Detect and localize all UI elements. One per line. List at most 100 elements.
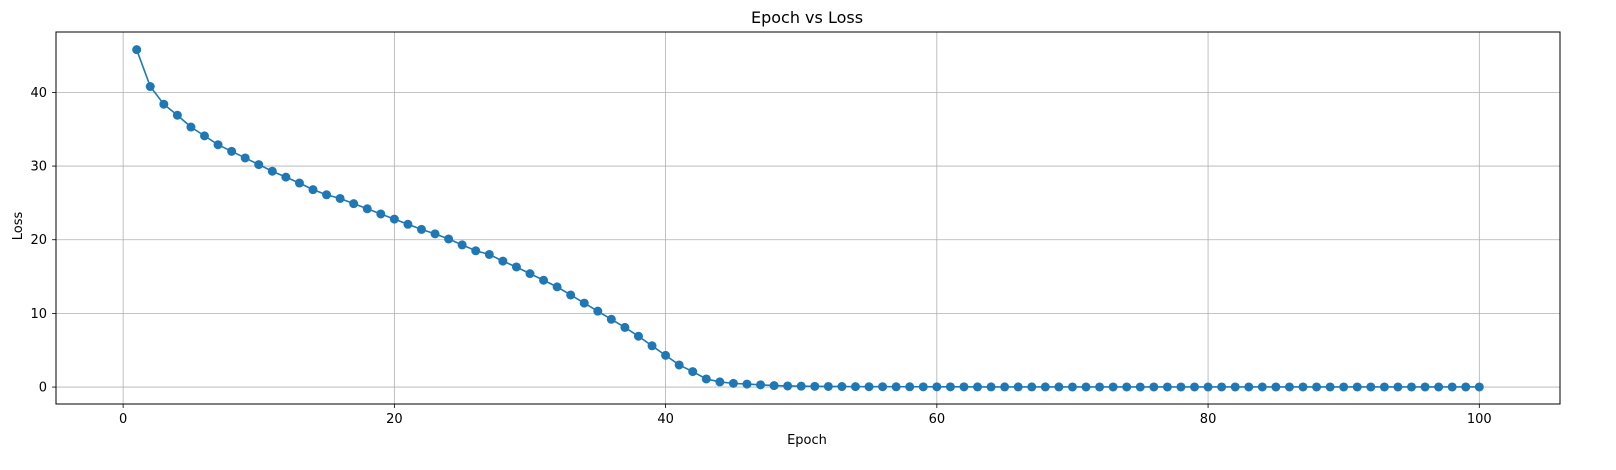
data-point [389, 214, 399, 224]
x-tick-label: 40 [657, 412, 674, 427]
data-point [240, 153, 250, 163]
y-tick-label: 40 [30, 86, 47, 101]
data-point [1298, 382, 1308, 392]
grid-lines [56, 32, 1560, 404]
data-point [322, 190, 332, 200]
plot-frame [55, 31, 1561, 405]
data-point [823, 381, 833, 391]
data-point [756, 380, 766, 390]
data-point [918, 382, 928, 392]
data-point [742, 379, 752, 389]
data-point [1027, 382, 1037, 392]
y-tick-label: 30 [30, 160, 47, 175]
y-axis-label: Loss [11, 212, 26, 241]
data-point [552, 282, 562, 292]
data-point [1203, 382, 1213, 392]
x-tick-label: 0 [119, 412, 127, 427]
data-point [1013, 382, 1023, 392]
data-point [281, 172, 291, 182]
y-tick-label: 20 [30, 233, 47, 248]
data-point [294, 178, 304, 188]
loss-series-line [135, 49, 1480, 388]
y-axis-ticks: 0 10 20 30 40 [30, 86, 56, 396]
data-point [1176, 382, 1186, 392]
x-axis-label: Epoch [787, 433, 827, 448]
data-point [539, 275, 549, 285]
data-point [973, 382, 983, 392]
data-point [1122, 382, 1132, 392]
data-point [376, 209, 386, 219]
data-point [335, 193, 345, 203]
data-point [633, 331, 643, 341]
data-point [159, 99, 169, 109]
data-point [783, 381, 793, 391]
data-point [701, 374, 711, 384]
loss-series-points [132, 45, 1484, 392]
data-point [132, 45, 142, 55]
data-point [416, 224, 426, 234]
data-point [471, 246, 481, 256]
data-point [1217, 382, 1227, 392]
data-point [769, 381, 779, 391]
data-point [254, 160, 264, 170]
data-point [1447, 382, 1457, 392]
data-point [403, 219, 413, 229]
data-point [715, 377, 725, 387]
data-point [1352, 382, 1362, 392]
data-point [606, 314, 616, 324]
data-point [878, 382, 888, 392]
data-point [511, 262, 521, 272]
data-point [728, 378, 738, 388]
data-point [172, 110, 182, 120]
x-axis-ticks: 0 20 40 60 80 100 [119, 404, 1492, 427]
data-point [837, 382, 847, 392]
data-point [267, 166, 277, 176]
data-point [932, 382, 942, 392]
data-point [1000, 382, 1010, 392]
data-point [810, 381, 820, 391]
data-point [566, 290, 576, 300]
data-point [1149, 382, 1159, 392]
data-point [674, 360, 684, 370]
data-point [186, 122, 196, 132]
data-point [1040, 382, 1050, 392]
x-tick-label: 80 [1200, 412, 1217, 427]
data-point [1162, 382, 1172, 392]
data-point [1393, 382, 1403, 392]
data-point [1054, 382, 1064, 392]
data-point [959, 382, 969, 392]
data-point [905, 382, 915, 392]
data-point [620, 322, 630, 332]
data-point [945, 382, 955, 392]
data-point [1434, 382, 1444, 392]
data-point [1190, 382, 1200, 392]
x-tick-label: 100 [1467, 412, 1492, 427]
data-point [1067, 382, 1077, 392]
data-point [1257, 382, 1267, 392]
data-point [349, 199, 359, 209]
data-point [1339, 382, 1349, 392]
data-point [864, 382, 874, 392]
data-point [1420, 382, 1430, 392]
data-point [579, 298, 589, 308]
data-point [457, 240, 467, 250]
data-point [1407, 382, 1416, 392]
data-point [1244, 382, 1254, 392]
data-point [1474, 382, 1484, 392]
data-point [1325, 382, 1335, 392]
data-point [1095, 382, 1105, 392]
data-point [362, 204, 372, 214]
data-point [688, 367, 698, 377]
data-point [593, 306, 603, 316]
data-point [1108, 382, 1118, 392]
data-point [1379, 382, 1389, 392]
data-point [891, 382, 901, 392]
data-point [1284, 382, 1294, 392]
data-point [1312, 382, 1322, 392]
x-tick-label: 60 [929, 412, 946, 427]
data-point [484, 249, 494, 259]
data-point [850, 382, 860, 392]
data-point [1081, 382, 1091, 392]
data-point [986, 382, 996, 392]
